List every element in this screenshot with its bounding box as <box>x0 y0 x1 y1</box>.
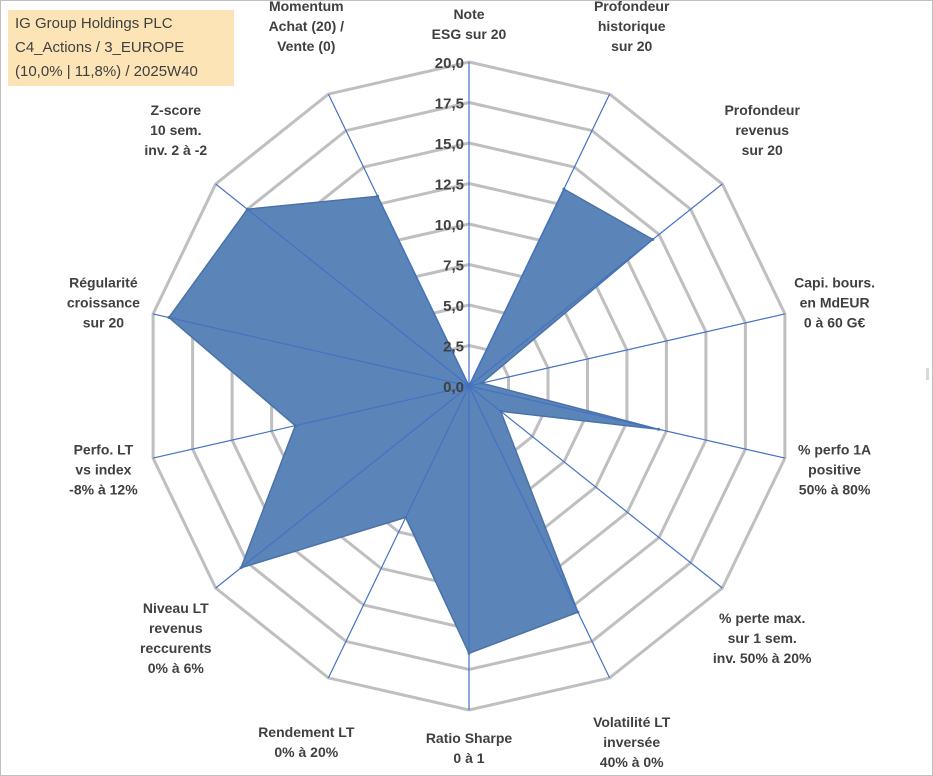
tick-label: 10,0 <box>435 217 464 234</box>
axis-label: Profondeur historique sur 20 <box>594 0 670 54</box>
data-point <box>293 424 297 428</box>
tick-label: 20,0 <box>435 55 464 72</box>
axis-spoke <box>468 93 611 387</box>
axis-label: Profondeur revenus sur 20 <box>724 102 800 158</box>
axis-label: Niveau LT revenus reccurents 0% à 6% <box>140 600 212 676</box>
axis-spoke <box>327 385 470 679</box>
axis-label: % perfo 1A positive 50% à 80% <box>798 441 871 497</box>
data-point <box>239 566 243 570</box>
axis-spoke <box>152 313 470 387</box>
data-point <box>404 515 408 519</box>
axis-spoke <box>215 183 470 387</box>
tick-label: 0,0 <box>443 379 464 396</box>
axis-spoke <box>468 313 786 387</box>
axis-spoke <box>152 385 470 459</box>
chart-title-category: C4_Actions / 3_EUROPE <box>15 39 185 56</box>
data-point <box>499 409 503 413</box>
axis-label: Régularité croissance sur 20 <box>67 275 140 331</box>
axis-label: Perfo. LT vs index -8% à 12% <box>69 441 138 497</box>
axis-spoke <box>468 385 786 459</box>
axis-label: Note ESG sur 20 <box>432 6 507 42</box>
tick-label: 7,5 <box>443 258 464 275</box>
axis-spoke <box>468 385 723 589</box>
data-point <box>245 207 249 211</box>
axis-label: Momentum Achat (20) / Vente (0) <box>269 0 345 54</box>
data-point <box>651 238 655 241</box>
axis-label: Z-score 10 sem. inv. 2 à -2 <box>144 102 207 158</box>
axis-spoke <box>215 385 470 589</box>
axis-label: Ratio Sharpe 0 à 1 <box>426 730 513 766</box>
axis-label: Volatilité LT inversée 40% à 0% <box>593 714 671 770</box>
chart-title-stats: (10,0% | 11,8%) / 2025W40 <box>15 63 198 80</box>
axis-spoke <box>468 183 723 387</box>
data-point <box>167 316 171 319</box>
data-point <box>576 610 580 614</box>
axis-spoke <box>327 93 470 387</box>
data-area <box>167 187 659 655</box>
axis-label: % perte max. sur 1 sem. inv. 50% à 20% <box>713 610 812 666</box>
data-point <box>562 187 566 191</box>
data-point <box>480 381 484 385</box>
data-point <box>657 427 660 431</box>
tick-label: 15,0 <box>435 136 464 153</box>
chart-title-box: IG Group Holdings PLC C4_Actions / 3_EUR… <box>8 10 234 86</box>
data-point <box>467 651 471 655</box>
tick-label: 12,5 <box>435 177 464 194</box>
axis-spoke <box>468 385 611 679</box>
chart-title-company: IG Group Holdings PLC <box>15 15 173 32</box>
axis-label: Rendement LT 0% à 20% <box>258 724 355 760</box>
data-point <box>376 194 380 198</box>
tick-label: 5,0 <box>443 298 464 315</box>
axis-label: Capi. bours. en MdEUR 0 à 60 G€ <box>794 275 875 331</box>
data-point <box>467 384 471 388</box>
scroll-marker <box>926 368 929 380</box>
tick-label: 2,5 <box>443 339 464 356</box>
tick-label: 17,5 <box>435 96 464 113</box>
